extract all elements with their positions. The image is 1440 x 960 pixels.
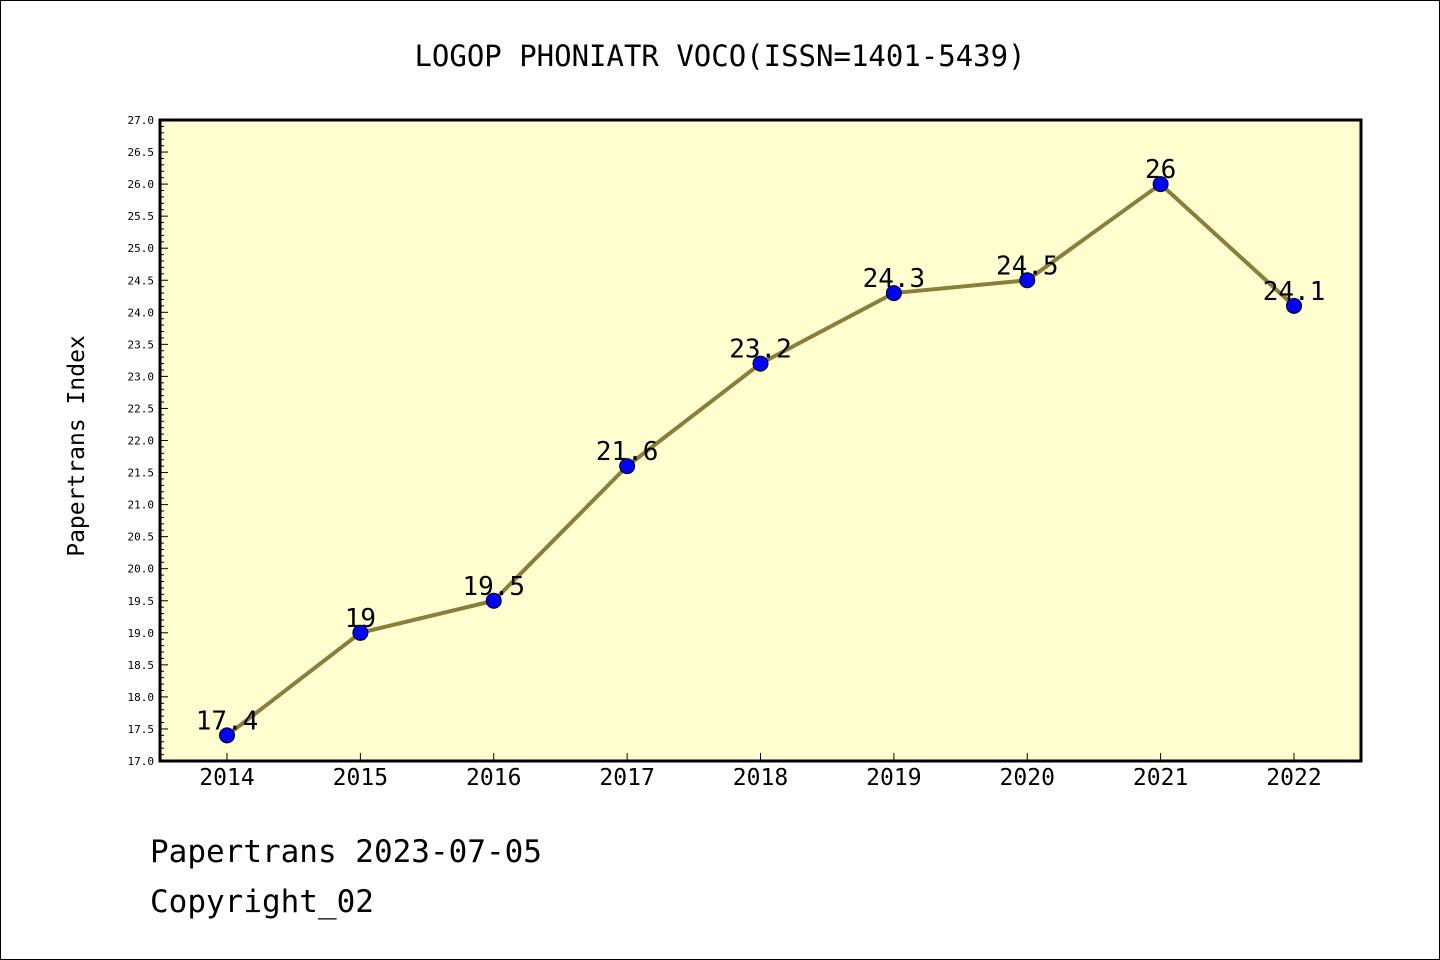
data-point <box>219 727 235 744</box>
y-axis: 17.0 17.5 18.0 18.5 19.0 19.5 20.0 20.5 21.0 21.5… <box>128 114 168 768</box>
x-axis: 2014 2015 2016 2017 2018 2019 2020 2021 2022 <box>199 753 1322 791</box>
y-tick-label: 26.0 <box>128 178 155 191</box>
y-tick-label: 25.0 <box>128 242 155 255</box>
data-point <box>352 624 369 641</box>
y-tick-label: 18.0 <box>128 691 155 704</box>
y-tick-label: 19.5 <box>128 595 155 608</box>
y-tick-label: 17.0 <box>128 755 155 768</box>
y-tick-label: 20.0 <box>128 563 155 576</box>
data-label: 24.3 <box>863 264 926 294</box>
x-tick-label: 2019 <box>866 765 921 791</box>
x-tick-label: 2015 <box>333 765 388 791</box>
x-tick-label: 2022 <box>1266 765 1321 791</box>
data-label: 23.2 <box>729 335 792 365</box>
data-point <box>752 355 769 372</box>
data-point <box>1152 176 1169 193</box>
y-tick-label: 24.5 <box>128 274 155 287</box>
data-point <box>485 592 502 609</box>
data-label: 17.4 <box>196 706 259 736</box>
data-point <box>619 458 636 475</box>
y-tick-label: 22.5 <box>128 402 155 415</box>
data-label: 19 <box>345 604 376 634</box>
chart-title: LOGOP PHONIATR VOCO(ISSN=1401-5439) <box>414 39 1025 73</box>
data-point <box>1286 297 1302 314</box>
data-label: 24.1 <box>1263 277 1326 307</box>
footer-date: Papertrans 2023-07-05 <box>150 834 542 870</box>
x-tick-label: 2018 <box>733 765 788 791</box>
y-tick-label: 22.0 <box>128 435 155 448</box>
x-tick-label: 2020 <box>1000 765 1055 791</box>
y-tick-label: 25.5 <box>128 210 155 223</box>
plot-area <box>158 118 1363 763</box>
data-label: 19.5 <box>462 572 525 602</box>
y-tick-label: 21.5 <box>128 467 155 480</box>
footer-copyright: Copyright_02 <box>150 884 374 920</box>
y-tick-label: 24.0 <box>128 306 155 319</box>
x-tick-label: 2016 <box>466 765 521 791</box>
y-tick-label: 20.5 <box>128 531 155 544</box>
y-tick-label: 18.5 <box>128 659 155 672</box>
x-tick-label: 2021 <box>1133 765 1188 791</box>
y-tick-label: 21.0 <box>128 499 155 512</box>
series: 17.4 19 19.5 21.6 23.2 24.3 24.5 26 24.1 <box>196 155 1326 744</box>
data-point <box>1019 272 1036 289</box>
y-axis-label: Papertrans Index <box>64 335 90 557</box>
y-tick-label: 19.0 <box>128 627 155 640</box>
y-tick-label: 26.5 <box>128 146 155 159</box>
x-tick-label: 2014 <box>199 765 254 791</box>
y-tick-label: 23.5 <box>128 338 155 351</box>
data-point <box>885 285 902 302</box>
y-tick-label: 23.0 <box>128 370 155 383</box>
y-tick-label: 27.0 <box>128 114 155 127</box>
data-label: 26 <box>1145 155 1176 185</box>
x-tick-label: 2017 <box>599 765 654 791</box>
data-label: 21.6 <box>596 437 659 467</box>
data-label: 24.5 <box>996 251 1059 281</box>
y-tick-label: 17.5 <box>128 723 155 736</box>
